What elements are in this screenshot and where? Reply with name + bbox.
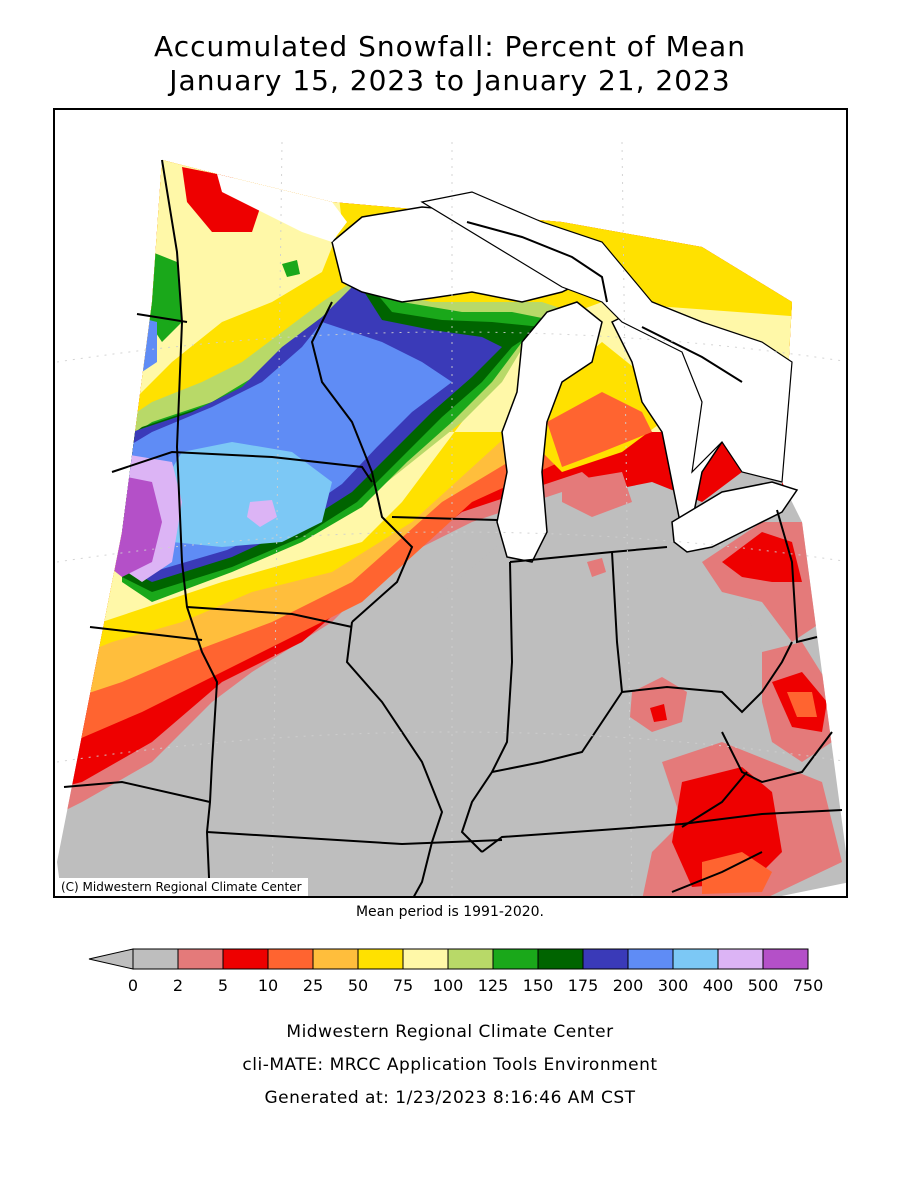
- legend-swatch: [402, 948, 449, 970]
- legend-label: 200: [612, 976, 644, 995]
- legend-label: 150: [522, 976, 554, 995]
- legend-label: 75: [392, 976, 414, 995]
- map-date-range: January 15, 2023 to January 21, 2023: [169, 64, 731, 97]
- legend-swatch: [627, 948, 674, 970]
- canada-area: [217, 174, 793, 483]
- legend-label: 175: [567, 976, 599, 995]
- legend-label: 25: [302, 976, 324, 995]
- legend-swatch: [312, 948, 359, 970]
- legend-swatch: [492, 948, 539, 970]
- legend-swatch: [672, 948, 719, 970]
- legend-swatch: [177, 948, 224, 970]
- legend-swatch: [537, 948, 584, 970]
- map-panel: (C) Midwestern Regional Climate Center: [53, 108, 848, 898]
- legend-label: 10: [257, 976, 279, 995]
- legend-swatch: [267, 948, 314, 970]
- map-title: Accumulated Snowfall: Percent of Mean: [154, 30, 746, 63]
- legend-label: 400: [702, 976, 734, 995]
- legend-swatch: [132, 948, 179, 970]
- legend-underflow-arrow: [88, 948, 134, 970]
- legend-label: 500: [747, 976, 779, 995]
- legend-swatch: [357, 948, 404, 970]
- legend-swatch: [717, 948, 764, 970]
- legend-swatch: [762, 948, 809, 970]
- legend-label: 300: [657, 976, 689, 995]
- percent-of-mean-shading: [57, 160, 846, 896]
- state-boundaries: [63, 159, 843, 896]
- graticule: [56, 141, 846, 896]
- legend-label: 2: [172, 976, 184, 995]
- color-legend: [88, 948, 809, 970]
- snowfall-map: [56, 141, 846, 896]
- legend-label: 750: [792, 976, 824, 995]
- legend-label: 100: [432, 976, 464, 995]
- legend-swatch: [582, 948, 629, 970]
- legend-label: 125: [477, 976, 509, 995]
- footer-generated: Generated at: 1/23/2023 8:16:46 AM CST: [264, 1088, 636, 1108]
- map-credit-label: (C) Midwestern Regional Climate Center: [55, 878, 308, 896]
- legend-label: 0: [127, 976, 139, 995]
- footer-org: Midwestern Regional Climate Center: [286, 1022, 614, 1042]
- legend-swatch: [222, 948, 269, 970]
- legend-label: 5: [217, 976, 229, 995]
- legend-swatch: [447, 948, 494, 970]
- footer-tool: cli-MATE: MRCC Application Tools Environ…: [242, 1055, 658, 1075]
- mean-period-note: Mean period is 1991-2020.: [355, 904, 545, 920]
- legend-label: 50: [347, 976, 369, 995]
